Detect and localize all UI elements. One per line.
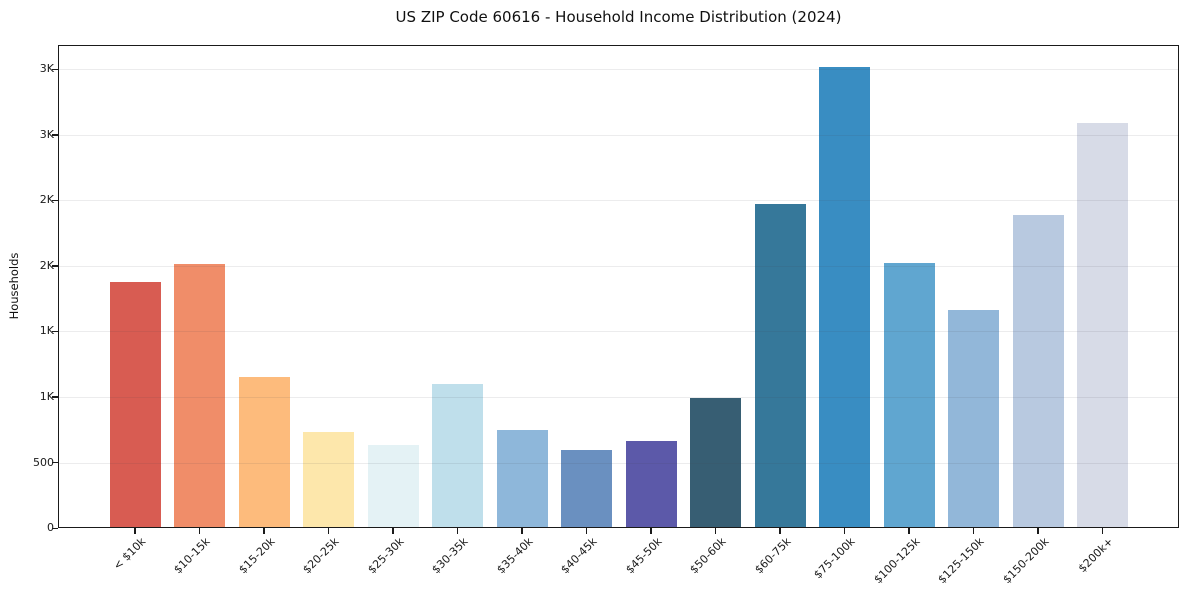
x-tick-label: $125-150k xyxy=(935,535,987,587)
y-tick-mark xyxy=(52,396,58,398)
x-tick-mark xyxy=(972,528,975,534)
x-tick-mark xyxy=(779,528,781,534)
x-tick-mark xyxy=(650,528,652,534)
y-tick-label: 3K xyxy=(39,127,54,141)
x-tick-mark xyxy=(198,528,201,534)
gridline xyxy=(58,331,1179,333)
x-tick-label: $100-125k xyxy=(871,535,923,587)
bar xyxy=(109,281,161,528)
y-tick-label: 2K xyxy=(39,258,54,272)
bar xyxy=(948,309,999,528)
bar xyxy=(432,383,483,528)
plot-area xyxy=(58,45,1179,528)
y-tick-label: 500 xyxy=(33,455,54,469)
y-tick-label: 1K xyxy=(39,324,54,338)
y-tick-label: 0 xyxy=(47,521,54,534)
y-tick-mark xyxy=(52,68,58,70)
x-tick-mark xyxy=(843,528,846,534)
y-tick-mark xyxy=(52,265,58,267)
x-tick-mark xyxy=(1037,528,1039,534)
x-tick-label: $10-15k xyxy=(171,535,213,577)
bar xyxy=(1012,214,1064,528)
x-tick-label: $25-30k xyxy=(364,535,407,577)
gridline xyxy=(58,396,1179,398)
y-tick-mark xyxy=(52,527,58,529)
x-tick-label: $45-50k xyxy=(622,535,665,577)
bar xyxy=(174,263,225,528)
x-tick-label: $150-200k xyxy=(1000,535,1052,587)
x-tick-mark xyxy=(456,528,459,534)
chart-title: US ZIP Code 60616 - Household Income Dis… xyxy=(395,8,842,26)
y-tick-mark xyxy=(52,134,58,136)
x-tick-mark xyxy=(327,528,330,534)
bar xyxy=(496,430,548,528)
bar xyxy=(1077,123,1128,528)
gridline xyxy=(58,200,1179,202)
bar xyxy=(625,440,677,528)
y-tick-label: 1K xyxy=(39,389,54,403)
bar xyxy=(883,262,935,528)
bar xyxy=(367,444,419,528)
bar xyxy=(238,377,290,528)
x-tick-label: $200k+ xyxy=(1075,535,1116,576)
gridline xyxy=(58,134,1179,136)
x-tick-label: $20-25k xyxy=(300,535,342,577)
x-tick-mark xyxy=(263,528,265,534)
x-tick-label: $15-20k xyxy=(235,535,278,577)
y-tick-mark xyxy=(52,199,58,202)
x-tick-label: $30-35k xyxy=(429,535,471,577)
x-tick-mark xyxy=(1101,528,1104,534)
y-tick-label: 3K xyxy=(39,62,54,76)
gridline xyxy=(58,462,1179,464)
x-tick-mark xyxy=(134,528,136,534)
bar xyxy=(561,450,612,528)
y-tick-label: 2K xyxy=(39,193,54,207)
x-tick-label: < $10k xyxy=(110,535,149,573)
plot-border xyxy=(58,45,1179,528)
x-tick-mark xyxy=(392,528,394,534)
x-tick-label: $40-45k xyxy=(558,535,600,577)
bar xyxy=(754,203,806,528)
x-tick-label: $75-100k xyxy=(811,535,858,582)
bar xyxy=(303,431,354,528)
gridline xyxy=(58,265,1179,267)
x-tick-mark xyxy=(714,528,717,534)
x-tick-label: $35-40k xyxy=(493,535,536,577)
x-tick-mark xyxy=(585,528,588,534)
x-tick-label: $50-60k xyxy=(687,535,729,577)
y-tick-mark xyxy=(52,462,58,464)
x-tick-mark xyxy=(908,528,910,534)
x-tick-label: $60-75k xyxy=(751,535,794,577)
y-tick-mark xyxy=(52,330,58,333)
x-tick-mark xyxy=(521,528,523,534)
bar xyxy=(690,398,741,528)
gridline xyxy=(58,69,1179,71)
bar xyxy=(819,66,870,528)
